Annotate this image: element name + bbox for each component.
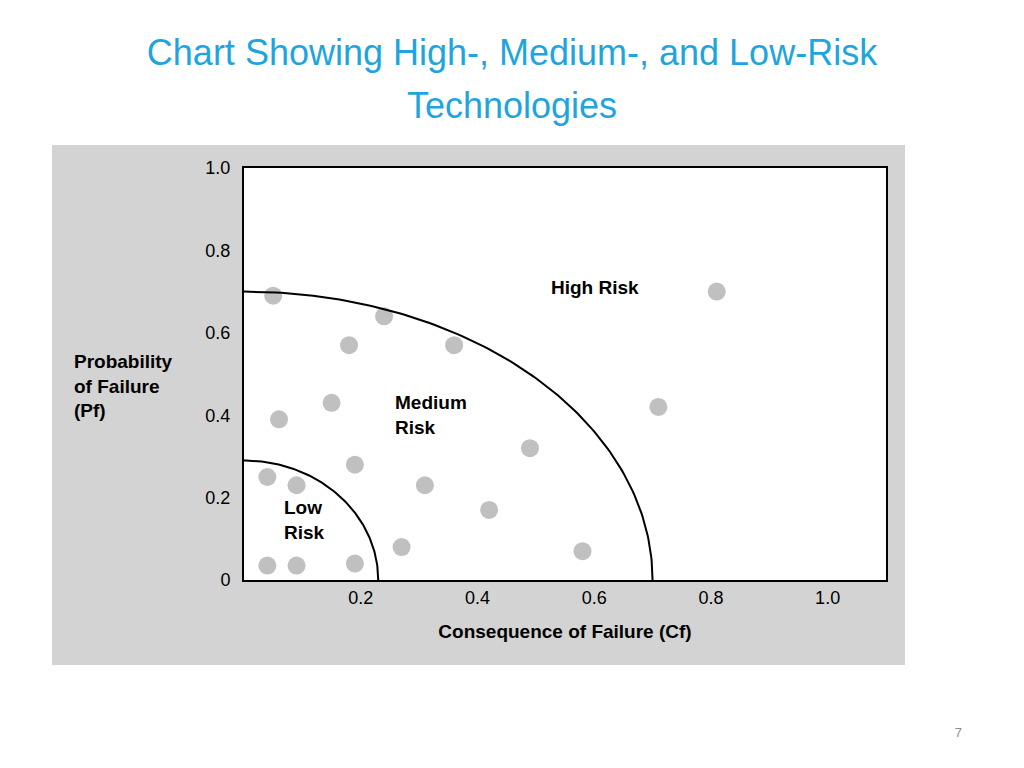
- svg-text:0.2: 0.2: [205, 488, 230, 508]
- svg-text:0.6: 0.6: [205, 323, 230, 343]
- svg-text:0.8: 0.8: [205, 241, 230, 261]
- svg-text:0.2: 0.2: [348, 588, 373, 608]
- html-text:Chart Showing High-, Medium-,: Chart Showing High-, Medium-, and Low-Ri…: [146, 32, 878, 126]
- svg-text:0.6: 0.6: [582, 588, 607, 608]
- svg-text:0: 0: [220, 570, 230, 590]
- svg-text:Consequence of Failure (Cf): Consequence of Failure (Cf): [438, 621, 691, 642]
- html-text:7: 7: [954, 725, 962, 740]
- svg-text:MediumRisk: MediumRisk: [395, 392, 467, 438]
- svg-text:0.8: 0.8: [698, 588, 723, 608]
- svg-text:1.0: 1.0: [815, 588, 840, 608]
- svg-text:0.4: 0.4: [465, 588, 490, 608]
- svg-text:LowRisk: LowRisk: [284, 497, 325, 543]
- svg-text:High Risk: High Risk: [551, 277, 639, 298]
- svg-text:Probabilityof Failure(Pf): Probabilityof Failure(Pf): [74, 351, 173, 421]
- svg-text:0.4: 0.4: [205, 406, 230, 426]
- svg-text:1.0: 1.0: [205, 158, 230, 178]
